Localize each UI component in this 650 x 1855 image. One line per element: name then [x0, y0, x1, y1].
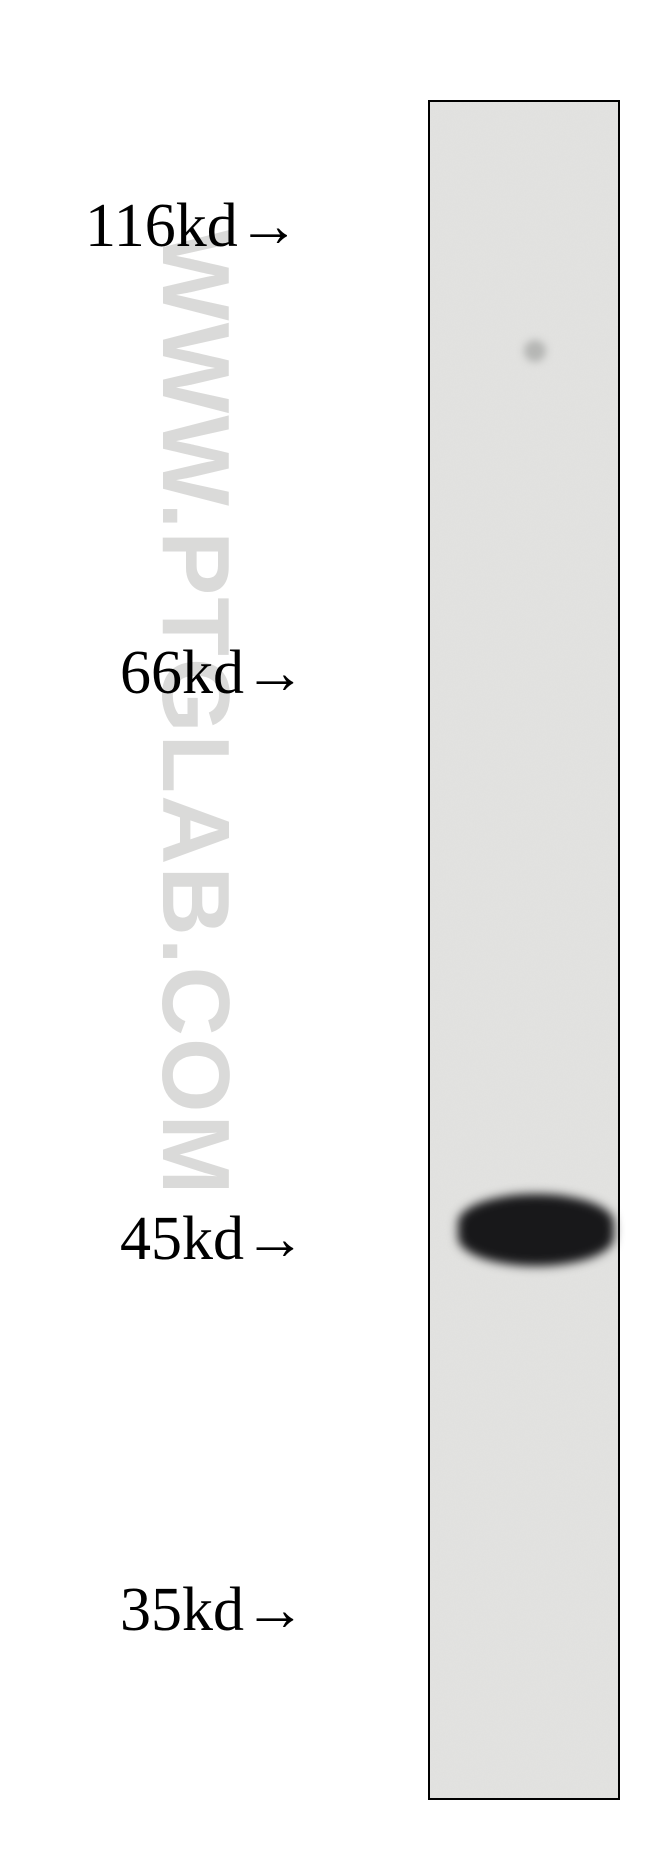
blot-lane — [428, 100, 620, 1800]
mw-marker-66: 66kd→ — [120, 638, 306, 709]
mw-marker-35: 35kd→ — [120, 1575, 306, 1646]
protein-band-1 — [524, 340, 546, 362]
protein-band-0 — [458, 1194, 614, 1266]
watermark-text: WWW.PTGLAB.COM — [140, 230, 250, 1196]
blot-container: WWW.PTGLAB.COM 116kd→ 66kd→ 45kd→ 35kd→ — [0, 0, 650, 1855]
mw-marker-116: 116kd→ — [85, 191, 300, 262]
lane-texture — [430, 102, 618, 1798]
mw-marker-45: 45kd→ — [120, 1204, 306, 1275]
